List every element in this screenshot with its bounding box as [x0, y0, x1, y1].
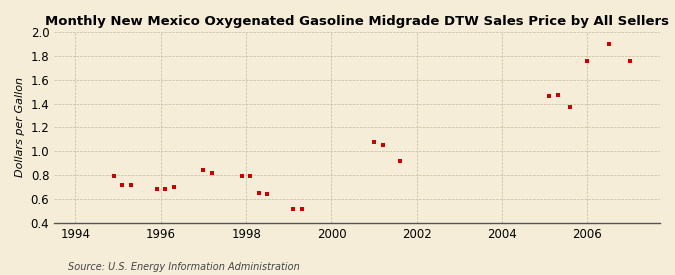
Point: [369, 139, 379, 144]
Point: [245, 174, 256, 178]
Point: [296, 206, 307, 211]
Y-axis label: Dollars per Gallon: Dollars per Gallon: [15, 78, 25, 177]
Point: [160, 187, 171, 192]
Point: [168, 185, 179, 189]
Point: [565, 105, 576, 109]
Point: [117, 183, 128, 187]
Point: [603, 42, 614, 46]
Point: [288, 206, 298, 211]
Point: [377, 143, 388, 147]
Point: [198, 168, 209, 173]
Text: Source: U.S. Energy Information Administration: Source: U.S. Energy Information Administ…: [68, 262, 299, 272]
Point: [207, 170, 217, 175]
Point: [543, 94, 554, 99]
Point: [262, 192, 273, 196]
Point: [236, 174, 247, 178]
Point: [109, 174, 119, 178]
Point: [552, 93, 563, 97]
Point: [625, 58, 636, 63]
Title: Monthly New Mexico Oxygenated Gasoline Midgrade DTW Sales Price by All Sellers: Monthly New Mexico Oxygenated Gasoline M…: [45, 15, 669, 28]
Point: [254, 191, 265, 195]
Point: [151, 187, 162, 192]
Point: [582, 58, 593, 63]
Point: [394, 159, 405, 163]
Point: [126, 183, 136, 187]
